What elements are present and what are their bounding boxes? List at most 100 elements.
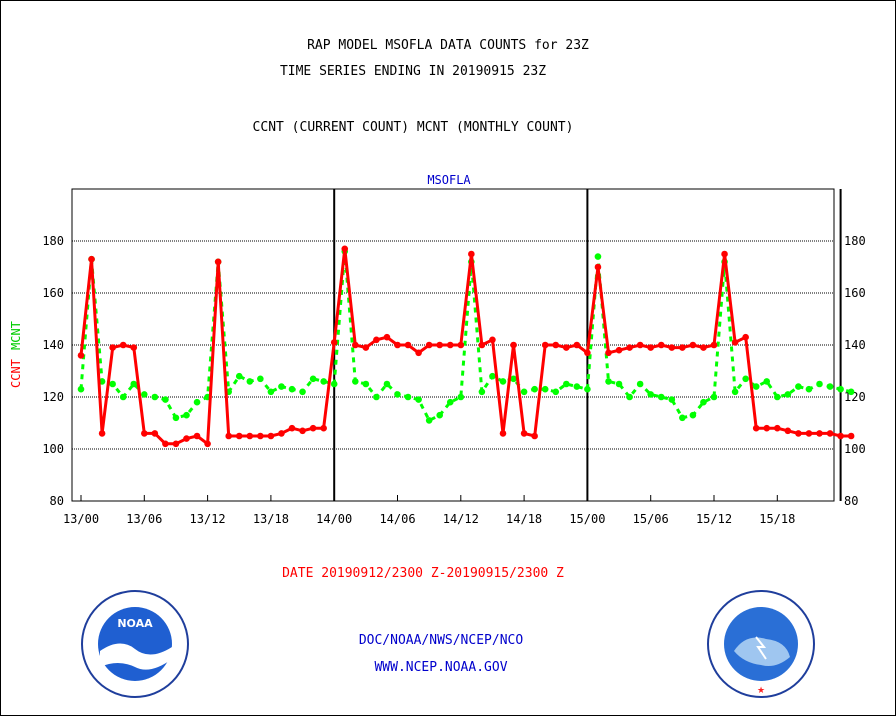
mcnt-point — [541, 385, 549, 393]
ccnt-point — [531, 432, 538, 440]
ccnt-point — [837, 432, 844, 440]
ccnt-point — [162, 440, 169, 448]
y-tick-label-left: 120 — [42, 390, 64, 404]
ccnt-series-line — [79, 247, 852, 446]
ccnt-point — [373, 336, 380, 344]
ccnt-point — [457, 341, 465, 349]
mcnt-point — [710, 393, 718, 401]
ccnt-point — [151, 430, 159, 437]
ccnt-point — [288, 424, 296, 432]
ccnt-point — [805, 430, 813, 437]
mcnt-point — [457, 393, 465, 401]
mcnt-point — [615, 380, 623, 388]
mcnt-point — [415, 396, 422, 403]
y-tick-label-right: 180 — [844, 234, 866, 248]
ccnt-point — [98, 430, 106, 437]
ccnt-point — [415, 349, 422, 357]
y-axis-label-mcnt: MCNT — [9, 321, 23, 350]
ccnt-point — [774, 424, 781, 432]
x-tick-label: 15/12 — [696, 512, 732, 526]
ccnt-point — [520, 430, 528, 437]
mcnt-point — [531, 385, 538, 393]
mcnt-point — [847, 388, 855, 396]
mcnt-point — [679, 414, 686, 422]
mcnt-point — [119, 393, 127, 401]
ccnt-point — [679, 344, 686, 351]
x-tick-label: 15/00 — [569, 512, 605, 526]
y-tick-label-left: 140 — [42, 338, 64, 352]
station-label: MSOFLA — [427, 173, 471, 187]
mcnt-point — [636, 380, 644, 388]
ccnt-point — [320, 424, 327, 432]
mcnt-point — [130, 380, 138, 388]
y-tick-label-left: 180 — [42, 234, 64, 248]
org-label: DOC/NOAA/NWS/NCEP/NCO — [358, 633, 524, 648]
y-tick-label-left: 80 — [50, 494, 64, 508]
x-tick-label: 13/12 — [190, 512, 226, 526]
x-tick-label: 13/18 — [253, 512, 289, 526]
ccnt-point — [763, 424, 771, 432]
mcnt-point — [172, 414, 180, 422]
mcnt-point — [584, 385, 591, 393]
y-axis-label-ccnt: CCNT — [9, 359, 23, 388]
x-tick-label: 13/06 — [126, 512, 162, 526]
ccnt-point — [668, 344, 676, 351]
ccnt-point — [795, 430, 802, 437]
ccnt-point — [88, 255, 95, 263]
ccnt-point — [657, 341, 665, 349]
mcnt-point — [383, 380, 391, 388]
mcnt-point — [594, 253, 602, 260]
ccnt-point — [109, 344, 116, 351]
ccnt-point — [689, 341, 697, 349]
mcnt-point — [816, 380, 823, 388]
ccnt-point — [394, 341, 401, 349]
mcnt-point — [77, 385, 85, 393]
y-tick-label-left: 160 — [42, 286, 64, 300]
ccnt-point — [847, 432, 855, 440]
ccnt-point — [605, 349, 612, 357]
ccnt-point — [214, 258, 222, 266]
mcnt-series-line — [79, 249, 852, 422]
mcnt-point — [774, 393, 781, 401]
ccnt-point — [425, 341, 433, 349]
mcnt-point — [436, 411, 444, 419]
svg-text:★: ★ — [757, 686, 765, 696]
ccnt-point — [489, 336, 496, 344]
ccnt-point — [299, 427, 306, 435]
y-tick-label-right: 160 — [844, 286, 866, 300]
url-link[interactable]: WWW.NCEP.NOAA.GOV — [374, 660, 508, 675]
ccnt-point — [584, 349, 591, 357]
ccnt-point — [225, 432, 232, 440]
ccnt-point — [731, 339, 739, 346]
mcnt-point — [162, 396, 169, 403]
ccnt-point — [446, 341, 454, 349]
mcnt-point — [278, 383, 285, 390]
mcnt-point — [752, 383, 760, 390]
plot-frame — [71, 188, 835, 502]
ccnt-point — [330, 339, 338, 346]
mcnt-point — [404, 393, 412, 401]
ccnt-point — [816, 430, 823, 437]
mcnt-point — [763, 378, 771, 385]
mcnt-point — [657, 393, 665, 401]
mcnt-point — [647, 391, 654, 398]
ccnt-point — [246, 432, 254, 440]
ccnt-point — [510, 341, 517, 349]
mcnt-point — [299, 388, 306, 396]
mcnt-point — [573, 383, 581, 390]
ccnt-point — [563, 344, 570, 351]
ccnt-point — [183, 435, 190, 442]
mcnt-point — [246, 378, 254, 385]
mcnt-point — [837, 385, 844, 393]
mcnt-point — [109, 380, 116, 388]
ccnt-point — [383, 333, 391, 341]
mcnt-point — [731, 388, 739, 396]
mcnt-point — [193, 398, 201, 406]
noaa-logo-text: NOAA — [117, 617, 153, 630]
mcnt-point — [373, 393, 380, 401]
x-tick-label: 14/00 — [316, 512, 352, 526]
x-tick-label: 14/06 — [379, 512, 415, 526]
ccnt-point — [468, 250, 475, 258]
mcnt-point — [499, 378, 507, 385]
chart-title-line2: TIME SERIES ENDING IN 20190915 23Z — [279, 64, 547, 79]
